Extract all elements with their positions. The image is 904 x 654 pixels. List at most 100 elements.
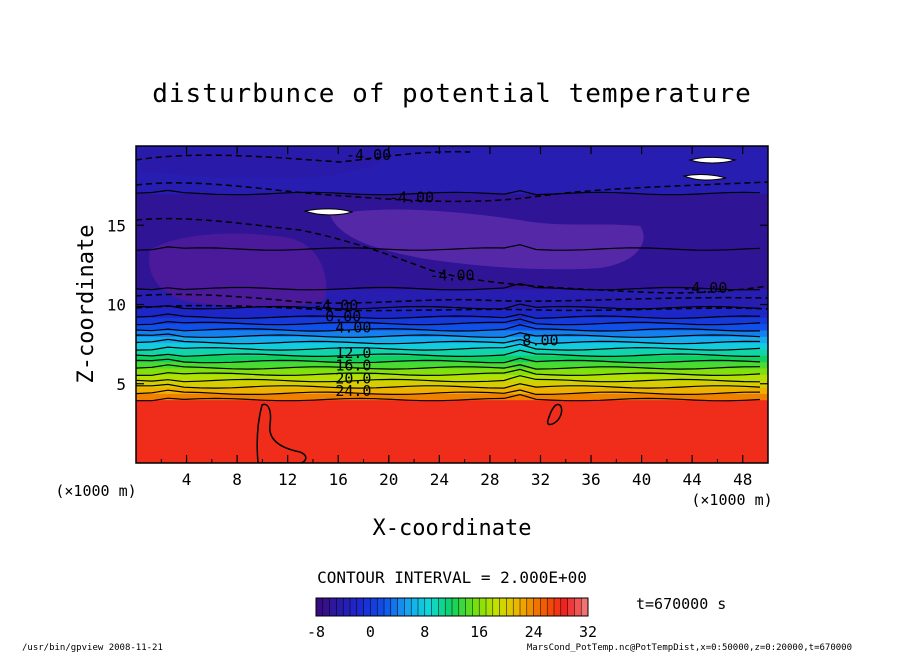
contour-band [136,386,768,394]
local-features [256,403,563,463]
colorbar-tick-label: -8 [307,623,325,641]
contour-band [136,361,768,369]
contour-line [136,375,761,383]
colorbar-cell [452,598,460,616]
y-axis: 5 10 15 [107,216,768,394]
violet-pocket [330,209,644,270]
contour-line [136,338,761,345]
x-unit-label-left: (×1000 m) [55,482,136,500]
dashed-contour [136,304,768,312]
colorbar-cell [499,598,507,616]
colorbar-cell [384,598,392,616]
contour-label: 24.0 [335,382,371,400]
contour-line [136,368,761,377]
x-tick-label: 36 [581,470,600,489]
colorbar-tick-label: 8 [420,623,429,641]
colorbar-cell [336,598,344,616]
colorbar-cell [520,598,528,616]
colorbar-cell [424,598,432,616]
contour-line [136,318,761,326]
colorbar-cell [356,598,364,616]
contour-labels: -4.00-4.00-4.00-4.00-4.000.004.008.0012.… [313,146,727,400]
cold-spot [682,174,727,181]
colorbar-cell [316,598,324,616]
x-tick-label: 40 [632,470,651,489]
colorbar-ticks: -8 0 8 16 24 32 [307,623,597,641]
contour-label: 8.00 [522,331,558,349]
contour-band [136,380,768,388]
colorbar-cell [343,598,351,616]
contour-line [136,313,761,319]
contour-band [136,307,768,318]
time-text: t=670000 s [636,595,726,613]
colorbar [316,598,589,616]
footer-left: /usr/bin/gpview 2008-11-21 [22,643,163,653]
warm-pocket-outline [256,403,307,463]
colorbar-cell [411,598,419,616]
colorbar-cell [418,598,426,616]
colorbar-tick-label: 32 [579,623,597,641]
x-tick-label: 28 [480,470,499,489]
colorbar-cell [431,598,439,616]
colorbar-tick-label: 0 [366,623,375,641]
contour-line [136,393,761,402]
contour-band [136,323,768,331]
x-unit-label-right: (×1000 m) [691,491,772,509]
contour-line [136,364,761,370]
contour-line [136,189,761,196]
colorbar-frame [315,597,589,617]
contour-label: -4.00 [429,266,474,284]
contour-line [136,303,761,310]
plot-area: -4.00-4.00-4.00-4.00-4.000.004.008.0012.… [136,146,768,463]
colorbar-cell [554,598,562,616]
x-tick-label: 24 [430,470,449,489]
contour-band [136,348,768,356]
colorbar-cell [560,598,568,616]
contour-band [136,393,768,401]
contour-label: -4.00 [682,279,727,297]
contour-line [136,332,761,338]
cold-spots [303,156,737,216]
colorbar-cell [445,598,453,616]
contour-label: 12.0 [335,344,371,362]
colorbar-cell [547,598,555,616]
cold-spot [303,208,354,216]
contour-band [136,374,768,382]
contour-band [136,399,768,463]
colorbar-cell [350,598,358,616]
colorbar-cell [540,598,548,616]
colorbar-cell [322,598,330,616]
colorbar-cell [533,598,541,616]
contour-line [136,244,761,251]
contour-line [136,349,761,358]
colorbar-cell [397,598,405,616]
contour-band [136,317,768,325]
colorbar-cell [513,598,521,616]
x-axis: 4 8 12 16 20 24 28 32 36 40 44 48 [160,146,752,489]
x-tick-label: 8 [232,470,242,489]
dashed-contour [136,293,768,304]
contour-band [136,367,768,375]
contour-line [136,357,761,364]
colorbar-cell [574,598,582,616]
dashed-contour [136,181,768,203]
x-tick-label: 48 [733,470,752,489]
contour-line [136,343,761,351]
colorbar-cell [458,598,466,616]
colorbar-cell [526,598,534,616]
contour-band [136,336,768,344]
footer-right: MarsCond_PotTemp.nc@PotTempDist,x=0:5000… [527,643,852,653]
colorbar-cell [506,598,514,616]
contour-band [136,342,768,350]
contour-line [136,383,761,389]
contour-lines [136,189,761,402]
colorbar-cell [438,598,446,616]
x-tick-label: 32 [531,470,550,489]
contour-label: 0.00 [325,308,361,326]
chart-title: disturbunce of potential temperature [152,79,752,109]
x-tick-label: 4 [182,470,192,489]
colorbar-cell [377,598,385,616]
contour-label: 16.0 [335,357,371,375]
colorbar-cell [492,598,500,616]
